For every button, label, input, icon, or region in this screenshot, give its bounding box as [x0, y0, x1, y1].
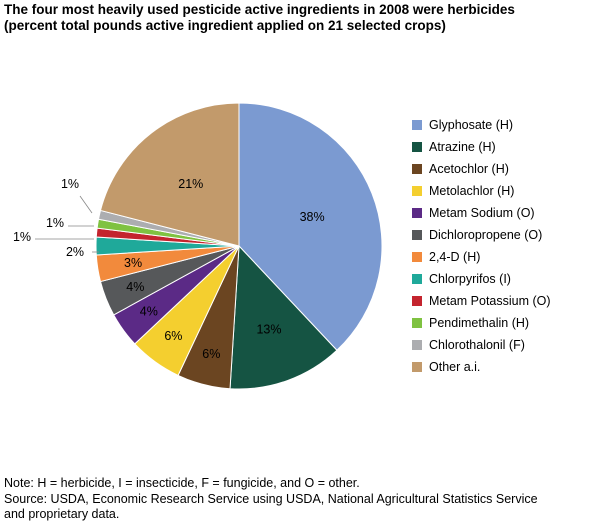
legend-label: Dichloropropene (O)	[429, 228, 543, 242]
legend-item-pendimethalin-h: Pendimethalin (H)	[412, 312, 551, 334]
pie-slice-other-a-i	[99, 102, 240, 247]
legend-swatch	[412, 340, 422, 350]
legend-item-metolachlor-h: Metolachlor (H)	[412, 180, 551, 202]
slice-label-2-4-d-h: 3%	[124, 256, 142, 270]
legend-item-2-4-d-h: 2,4-D (H)	[412, 246, 551, 268]
slice-label-pendimethalin-h: 1%	[46, 216, 64, 230]
legend-swatch	[412, 186, 422, 196]
pie-slice-atrazine-h	[229, 244, 338, 390]
legend-item-chlorothalonil-f: Chlorothalonil (F)	[412, 334, 551, 356]
legend-swatch	[412, 296, 422, 306]
legend-item-metam-sodium-o: Metam Sodium (O)	[412, 202, 551, 224]
slice-label-metam-sodium-o: 4%	[140, 305, 158, 319]
slice-label-metolachlor-h: 6%	[164, 329, 182, 343]
pie-chart: 38% 13% 6% 6% 4% 4% 3% 2% 1% 1% 1% 21%	[13, 102, 383, 390]
legend-swatch	[412, 362, 422, 372]
slice-label-chlorpyrifos-i: 2%	[66, 245, 84, 259]
legend-swatch	[412, 208, 422, 218]
legend-label: Atrazine (H)	[429, 140, 496, 154]
legend-item-acetochlor-h: Acetochlor (H)	[412, 158, 551, 180]
legend-label: Acetochlor (H)	[429, 162, 509, 176]
footer-note: Note: H = herbicide, I = insecticide, F …	[4, 476, 360, 490]
legend-item-chlorpyrifos-i: Chlorpyrifos (I)	[412, 268, 551, 290]
legend-label: Metam Potassium (O)	[429, 294, 551, 308]
legend-item-dichloropropene-o: Dichloropropene (O)	[412, 224, 551, 246]
chart-legend: Glyphosate (H) Atrazine (H) Acetochlor (H)…	[412, 114, 551, 378]
slice-label-other-a-i: 21%	[178, 177, 203, 191]
chart-title-line-1: The four most heavily used pesticide act…	[4, 2, 515, 17]
chart-footer: Note: H = herbicide, I = insecticide, F …	[4, 476, 538, 523]
slice-label-glyphosate-h: 38%	[300, 210, 325, 224]
legend-label: 2,4-D (H)	[429, 250, 481, 264]
legend-swatch	[412, 142, 422, 152]
legend-swatch	[412, 230, 422, 240]
footer-source-line-1: Source: USDA, Economic Research Service …	[4, 491, 538, 506]
slice-label-metam-potassium-o: 1%	[13, 230, 31, 244]
legend-label: Other a.i.	[429, 360, 481, 374]
slice-label-atrazine-h: 13%	[256, 322, 281, 336]
legend-label: Chlorothalonil (F)	[429, 338, 525, 352]
legend-item-other-a-i: Other a.i.	[412, 356, 551, 378]
legend-item-metam-potassium-o: Metam Potassium (O)	[412, 290, 551, 312]
slice-label-dichloropropene-o: 4%	[126, 280, 144, 294]
legend-swatch	[412, 318, 422, 328]
slice-label-chlorothalonil-f: 1%	[61, 177, 79, 191]
slice-leader-line-chlorothalonil-f	[79, 195, 93, 214]
legend-label: Chlorpyrifos (I)	[429, 272, 511, 286]
legend-item-atrazine-h: Atrazine (H)	[412, 136, 551, 158]
legend-item-glyphosate-h: Glyphosate (H)	[412, 114, 551, 136]
legend-swatch	[412, 120, 422, 130]
legend-label: Glyphosate (H)	[429, 118, 514, 132]
legend-label: Metolachlor (H)	[429, 184, 515, 198]
legend-label: Metam Sodium (O)	[429, 206, 535, 220]
pie-slice-glyphosate-h	[238, 102, 383, 351]
slice-label-acetochlor-h: 6%	[202, 347, 220, 361]
chart-title-line-2: (percent total pounds active ingredient …	[4, 18, 446, 33]
legend-swatch	[412, 164, 422, 174]
legend-swatch	[412, 252, 422, 262]
footer-source-line-2: and proprietary data.	[4, 507, 120, 521]
chart-title: The four most heavily used pesticide act…	[4, 2, 599, 34]
legend-label: Pendimethalin (H)	[429, 316, 530, 330]
legend-swatch	[412, 274, 422, 284]
